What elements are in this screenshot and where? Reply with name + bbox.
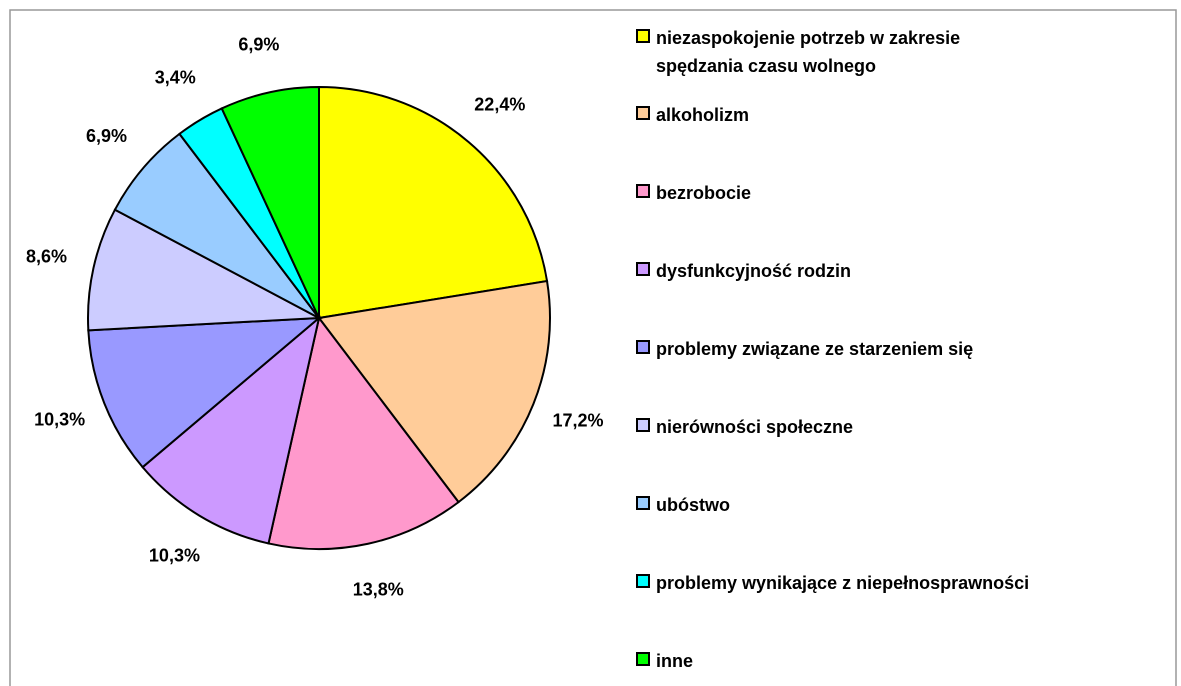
legend-item: ubóstwo: [636, 491, 1176, 519]
legend-swatch: [636, 418, 650, 432]
data-label: 10,3%: [34, 410, 85, 430]
data-label: 6,9%: [86, 126, 127, 146]
legend-label: inne: [656, 651, 694, 671]
pie-slice: [141, 315, 321, 545]
data-label: 10,3%: [149, 545, 200, 565]
chart-border: [9, 9, 1177, 686]
legend-label: dysfunkcyjność rodzin: [656, 261, 852, 281]
legend-swatch: [636, 340, 650, 354]
legend-swatch: [636, 496, 650, 510]
legend-swatch: [636, 184, 650, 198]
legend-label: problemy związane ze starzeniem się: [656, 339, 974, 359]
legend-item: niezaspokojenie potrzeb w zakresie spędz…: [636, 24, 1176, 80]
legend-item: problemy wynikające z niepełnosprawności: [636, 569, 1176, 597]
legend-label: problemy wynikające z niepełnosprawności: [656, 573, 1030, 593]
pie-slice: [220, 85, 320, 319]
data-label: 6,9%: [238, 34, 279, 54]
legend-label: ubóstwo: [656, 495, 730, 515]
legend-item: nierówności społeczne: [636, 413, 1176, 441]
legend-swatch: [636, 106, 650, 120]
data-label: 8,6%: [26, 247, 67, 267]
legend-item: bezrobocie: [636, 179, 1176, 207]
pie-slice: [318, 85, 549, 320]
legend-label: bezrobocie: [656, 183, 752, 203]
legend-item: problemy związane ze starzeniem się: [636, 335, 1176, 363]
pie-slice: [267, 315, 460, 550]
legend-swatch: [636, 574, 650, 588]
legend-label: alkoholizm: [656, 105, 750, 125]
legend-swatch: [636, 29, 650, 43]
pie-slice: [87, 208, 323, 332]
legend-item: alkoholizm: [636, 101, 1176, 129]
legend-label: nierówności społeczne: [656, 417, 854, 437]
data-label: 3,4%: [155, 68, 196, 88]
pie-slice: [317, 279, 551, 504]
legend-label: niezaspokojenie potrzeb w zakresie spędz…: [656, 28, 961, 76]
legend-item: inne: [636, 647, 1176, 675]
pie-slice: [87, 316, 322, 469]
data-label: 13,8%: [353, 579, 404, 599]
data-label: 17,2%: [552, 410, 603, 430]
legend-swatch: [636, 652, 650, 666]
legend-swatch: [636, 262, 650, 276]
legend-item: dysfunkcyjność rodzin: [636, 257, 1176, 285]
data-label: 22,4%: [474, 94, 525, 114]
